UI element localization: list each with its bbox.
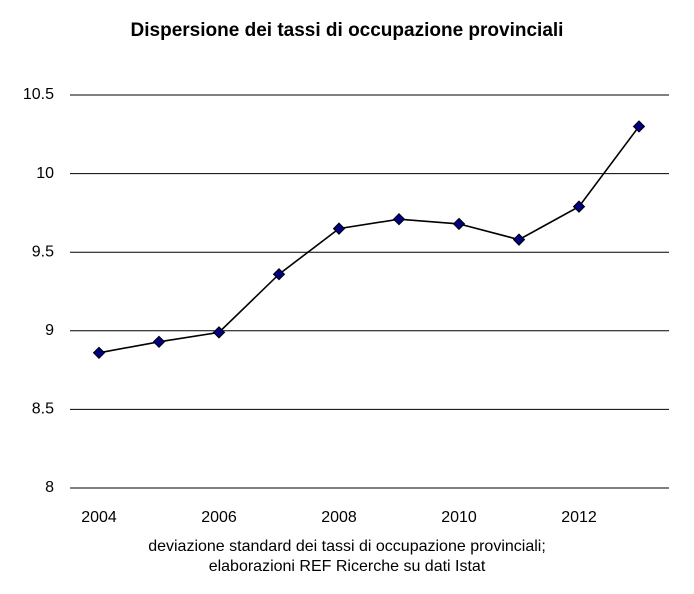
x-tick-label: 2008 bbox=[321, 509, 357, 526]
x-tick-label: 2010 bbox=[441, 509, 477, 526]
data-point-marker bbox=[392, 212, 406, 226]
y-tick-label: 10.5 bbox=[23, 86, 54, 103]
y-tick-label: 8.5 bbox=[32, 401, 54, 418]
x-axis-ticks: 2004 2006 2008 2010 2012 bbox=[81, 509, 597, 526]
data-point-marker bbox=[92, 346, 106, 360]
data-point-marker bbox=[332, 222, 346, 235]
x-tick-label: 2004 bbox=[81, 509, 117, 526]
data-point-marker bbox=[272, 268, 286, 281]
grid-lines bbox=[70, 94, 669, 489]
series bbox=[98, 125, 640, 354]
data-point-marker bbox=[632, 120, 646, 133]
y-tick-label: 10 bbox=[36, 165, 54, 182]
chart-title: Dispersione dei tassi di occupazione pro… bbox=[130, 20, 564, 41]
markers bbox=[92, 120, 646, 360]
x-tick-label: 2012 bbox=[561, 509, 597, 526]
data-point-marker bbox=[212, 326, 226, 339]
caption-line-2: elaborazioni REF Ricerche su dati Istat bbox=[208, 558, 486, 575]
y-tick-label: 9.5 bbox=[32, 243, 54, 260]
x-axis-caption: deviazione standard dei tassi di occupaz… bbox=[0, 537, 694, 577]
data-point-marker bbox=[572, 200, 586, 213]
caption-line-1: deviazione standard dei tassi di occupaz… bbox=[148, 538, 546, 555]
y-tick-label: 9 bbox=[45, 322, 54, 339]
x-tick-label: 2006 bbox=[201, 509, 237, 526]
data-point-marker bbox=[452, 217, 466, 231]
y-tick-label: 8 bbox=[45, 479, 54, 496]
y-axis-ticks: 8 8.5 9 9.5 10 10.5 bbox=[23, 86, 54, 496]
data-point-marker bbox=[512, 233, 526, 246]
data-point-marker bbox=[152, 335, 166, 349]
series-line bbox=[98, 125, 640, 354]
